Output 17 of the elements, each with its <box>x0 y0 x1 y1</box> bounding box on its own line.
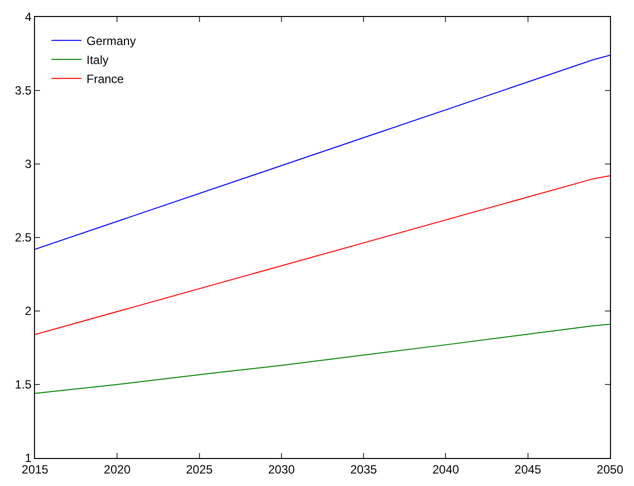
x-tick-label: 2020 <box>104 462 131 476</box>
legend-label: France <box>86 72 124 86</box>
x-tick-label: 2030 <box>268 462 296 476</box>
y-tick-label: 4 <box>24 10 32 24</box>
y-tick-label: 3.5 <box>14 84 32 98</box>
x-tick-label: 2045 <box>514 462 542 476</box>
x-tick-label: 2035 <box>350 462 378 476</box>
legend-label: Italy <box>86 53 109 67</box>
line-series <box>35 324 610 394</box>
y-tick-label: 2 <box>24 304 32 318</box>
x-tick-label: 2050 <box>596 462 624 476</box>
x-tick-label: 2040 <box>432 462 460 476</box>
y-tick-label: 2.5 <box>14 230 32 245</box>
legend-label: Germany <box>86 34 136 48</box>
y-tick-label: 1.5 <box>14 378 32 392</box>
y-tick-label: 3 <box>24 157 32 172</box>
x-tick-label: 2025 <box>186 462 213 476</box>
